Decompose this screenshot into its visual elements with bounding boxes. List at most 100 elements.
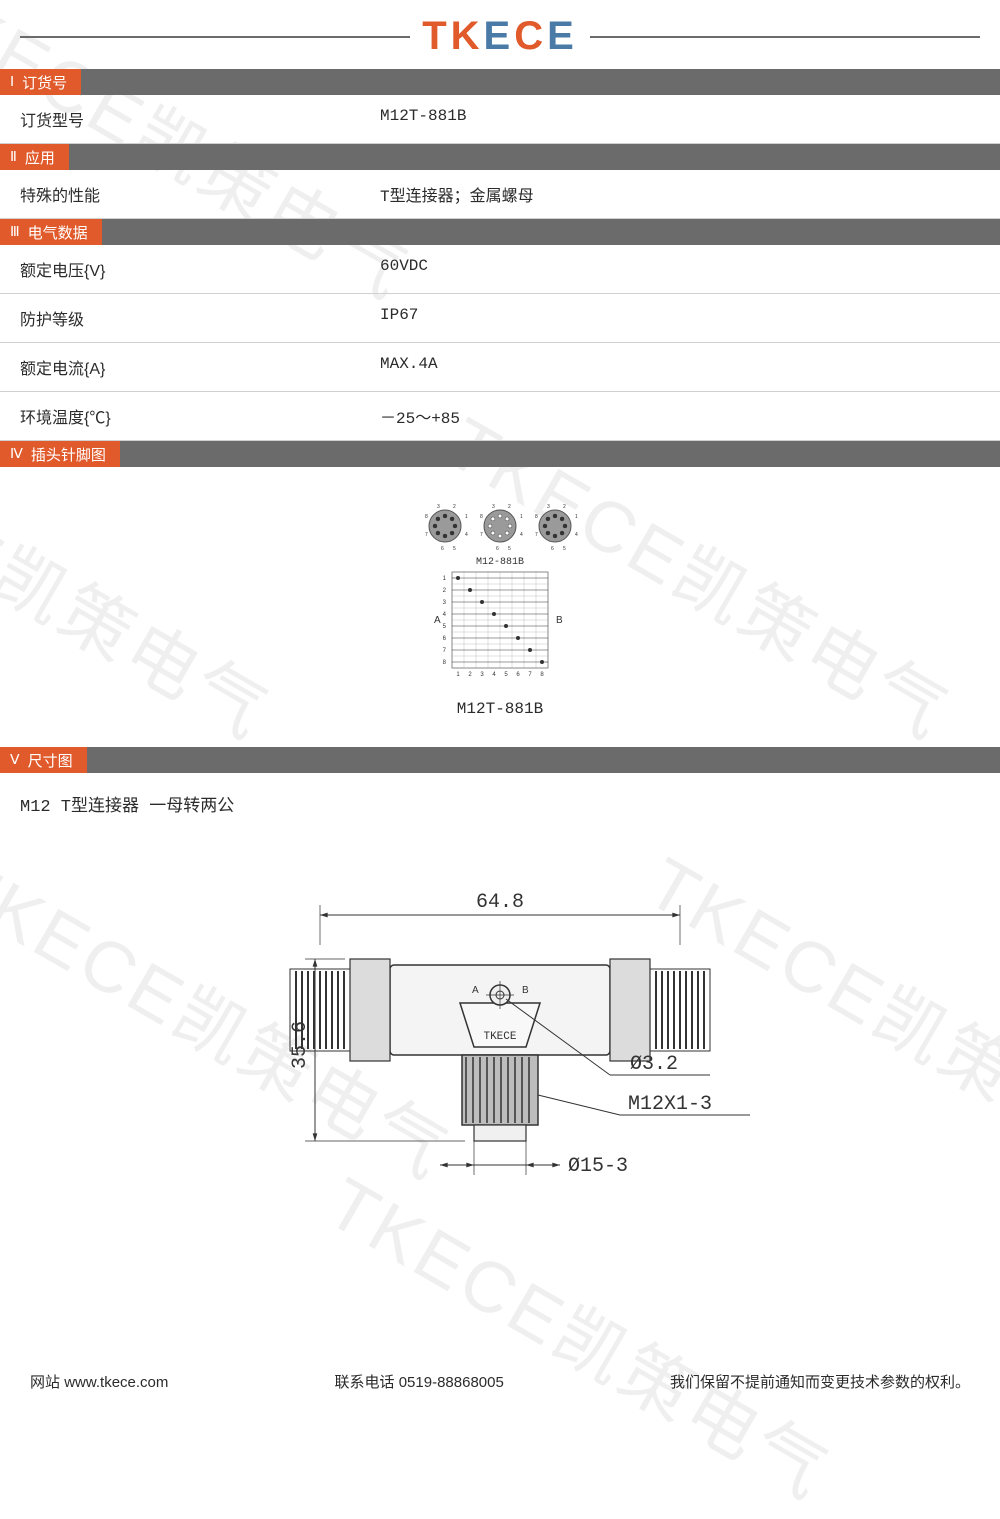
svg-text:4: 4 — [443, 612, 447, 618]
footer-phone: 联系电话 0519-88868005 — [335, 1371, 504, 1392]
svg-text:8: 8 — [480, 514, 483, 520]
svg-text:5: 5 — [563, 546, 566, 552]
svg-text:6: 6 — [496, 546, 499, 552]
header-rule-left — [20, 36, 410, 38]
svg-text:2: 2 — [453, 504, 456, 510]
svg-text:3: 3 — [547, 504, 550, 510]
svg-text:1: 1 — [465, 514, 468, 520]
svg-text:A: A — [472, 985, 479, 996]
dim-svg: 64.8 TKECE A B 35.6 Ø3.2 M12X1-3 Ø15-3 — [190, 835, 810, 1255]
header-logo-row: TKECE — [0, 0, 1000, 69]
value-voltage: 60VDC — [380, 257, 980, 281]
section-bar-pinout: Ⅳ 插头针脚图 — [0, 441, 1000, 467]
svg-text:B: B — [522, 985, 529, 996]
brand-logo: TKECE — [410, 14, 590, 59]
label-temp: 环境温度{℃} — [20, 404, 380, 428]
section-num: Ⅰ — [10, 74, 14, 91]
section-title: 尺寸图 — [28, 750, 73, 771]
svg-text:B: B — [556, 615, 563, 626]
label-order-model: 订货型号 — [20, 107, 380, 131]
svg-text:1: 1 — [575, 514, 578, 520]
svg-text:A: A — [434, 615, 441, 626]
svg-text:7: 7 — [480, 532, 483, 538]
svg-text:7: 7 — [528, 672, 532, 678]
svg-text:3: 3 — [437, 504, 440, 510]
row-ip: 防护等级 IP67 — [0, 294, 1000, 343]
svg-text:5: 5 — [443, 624, 447, 630]
svg-text:2: 2 — [468, 672, 472, 678]
row-current: 额定电流{A} MAX.4A — [0, 343, 1000, 392]
row-temp: 环境温度{℃} －25～+85 — [0, 392, 1000, 441]
footer: 网站 www.tkece.com 联系电话 0519-88868005 我们保留… — [0, 1371, 1000, 1392]
value-temp: －25～+85 — [380, 404, 980, 428]
footer-notice: 我们保留不提前通知而变更技术参数的权利。 — [670, 1371, 970, 1392]
section-title: 应用 — [25, 147, 55, 168]
value-ip: IP67 — [380, 306, 980, 330]
label-current: 额定电流{A} — [20, 355, 380, 379]
svg-text:2: 2 — [563, 504, 566, 510]
svg-text:4: 4 — [575, 532, 578, 538]
svg-text:TKECE: TKECE — [483, 1031, 516, 1043]
svg-text:5: 5 — [453, 546, 456, 552]
svg-text:3: 3 — [443, 600, 447, 606]
value-current: MAX.4A — [380, 355, 980, 379]
svg-text:4: 4 — [465, 532, 468, 538]
svg-text:3: 3 — [480, 672, 484, 678]
svg-text:4: 4 — [492, 672, 496, 678]
label-ip: 防护等级 — [20, 306, 380, 330]
svg-text:6: 6 — [551, 546, 554, 552]
section-tag-order: Ⅰ 订货号 — [0, 69, 81, 95]
footer-website: 网站 www.tkece.com — [30, 1371, 168, 1392]
svg-text:6: 6 — [443, 636, 447, 642]
svg-text:7: 7 — [425, 532, 428, 538]
label-app: 特殊的性能 — [20, 182, 380, 206]
pinout-caption: M12T-881B — [457, 700, 543, 718]
svg-text:8: 8 — [425, 514, 428, 520]
row-app: 特殊的性能 T型连接器；金属螺母 — [0, 170, 1000, 219]
value-app: T型连接器；金属螺母 — [380, 182, 980, 206]
section-bar-order: Ⅰ 订货号 — [0, 69, 1000, 95]
svg-text:Ø3.2: Ø3.2 — [630, 1053, 678, 1076]
section-title: 订货号 — [22, 72, 67, 93]
value-order-model: M12T-881B — [380, 107, 980, 131]
section-title: 电气数据 — [28, 222, 88, 243]
svg-text:1: 1 — [456, 672, 460, 678]
svg-text:1: 1 — [443, 576, 447, 582]
dim-subtitle: M12 T型连接器 一母转两公 — [0, 773, 1000, 825]
svg-text:4: 4 — [520, 532, 523, 538]
section-bar-app: Ⅱ 应用 — [0, 144, 1000, 170]
svg-text:8: 8 — [443, 660, 447, 666]
section-num: Ⅴ — [10, 752, 20, 769]
svg-text:2: 2 — [443, 588, 447, 594]
section-num: Ⅱ — [10, 149, 17, 166]
svg-text:7: 7 — [535, 532, 538, 538]
section-tag-app: Ⅱ 应用 — [0, 144, 69, 170]
svg-text:1: 1 — [520, 514, 523, 520]
svg-text:6: 6 — [441, 546, 444, 552]
svg-text:7: 7 — [443, 648, 447, 654]
svg-text:M12-881B: M12-881B — [476, 557, 524, 568]
pinout-diagram-area: 8 7 6 5 4 1 2 3 8 7 6 5 4 1 2 3 8 7 6 5 4 1 2 3 M12-881B 1 1 2 2 3 3 4 4… — [0, 467, 1000, 747]
section-bar-dim: Ⅴ 尺寸图 — [0, 747, 1000, 773]
svg-text:5: 5 — [504, 672, 508, 678]
svg-text:8: 8 — [540, 672, 544, 678]
svg-text:35.6: 35.6 — [289, 1021, 312, 1069]
section-tag-elec: Ⅲ 电气数据 — [0, 219, 102, 245]
svg-text:8: 8 — [535, 514, 538, 520]
svg-text:64.8: 64.8 — [476, 891, 524, 914]
svg-text:Ø15-3: Ø15-3 — [568, 1155, 628, 1178]
row-order-model: 订货型号 M12T-881B — [0, 95, 1000, 144]
section-num: Ⅳ — [10, 446, 23, 463]
svg-text:3: 3 — [492, 504, 495, 510]
svg-text:6: 6 — [516, 672, 520, 678]
section-num: Ⅲ — [10, 224, 20, 241]
pinout-svg: 8 7 6 5 4 1 2 3 8 7 6 5 4 1 2 3 8 7 6 5 4 1 2 3 M12-881B 1 1 2 2 3 3 4 4… — [390, 496, 610, 696]
dim-drawing-area: 64.8 TKECE A B 35.6 Ø3.2 M12X1-3 Ø15-3 — [0, 825, 1000, 1265]
section-tag-dim: Ⅴ 尺寸图 — [0, 747, 87, 773]
row-voltage: 额定电压{V} 60VDC — [0, 245, 1000, 294]
svg-text:M12X1-3: M12X1-3 — [628, 1093, 712, 1116]
section-bar-elec: Ⅲ 电气数据 — [0, 219, 1000, 245]
label-voltage: 额定电压{V} — [20, 257, 380, 281]
section-tag-pinout: Ⅳ 插头针脚图 — [0, 441, 120, 467]
svg-text:2: 2 — [508, 504, 511, 510]
